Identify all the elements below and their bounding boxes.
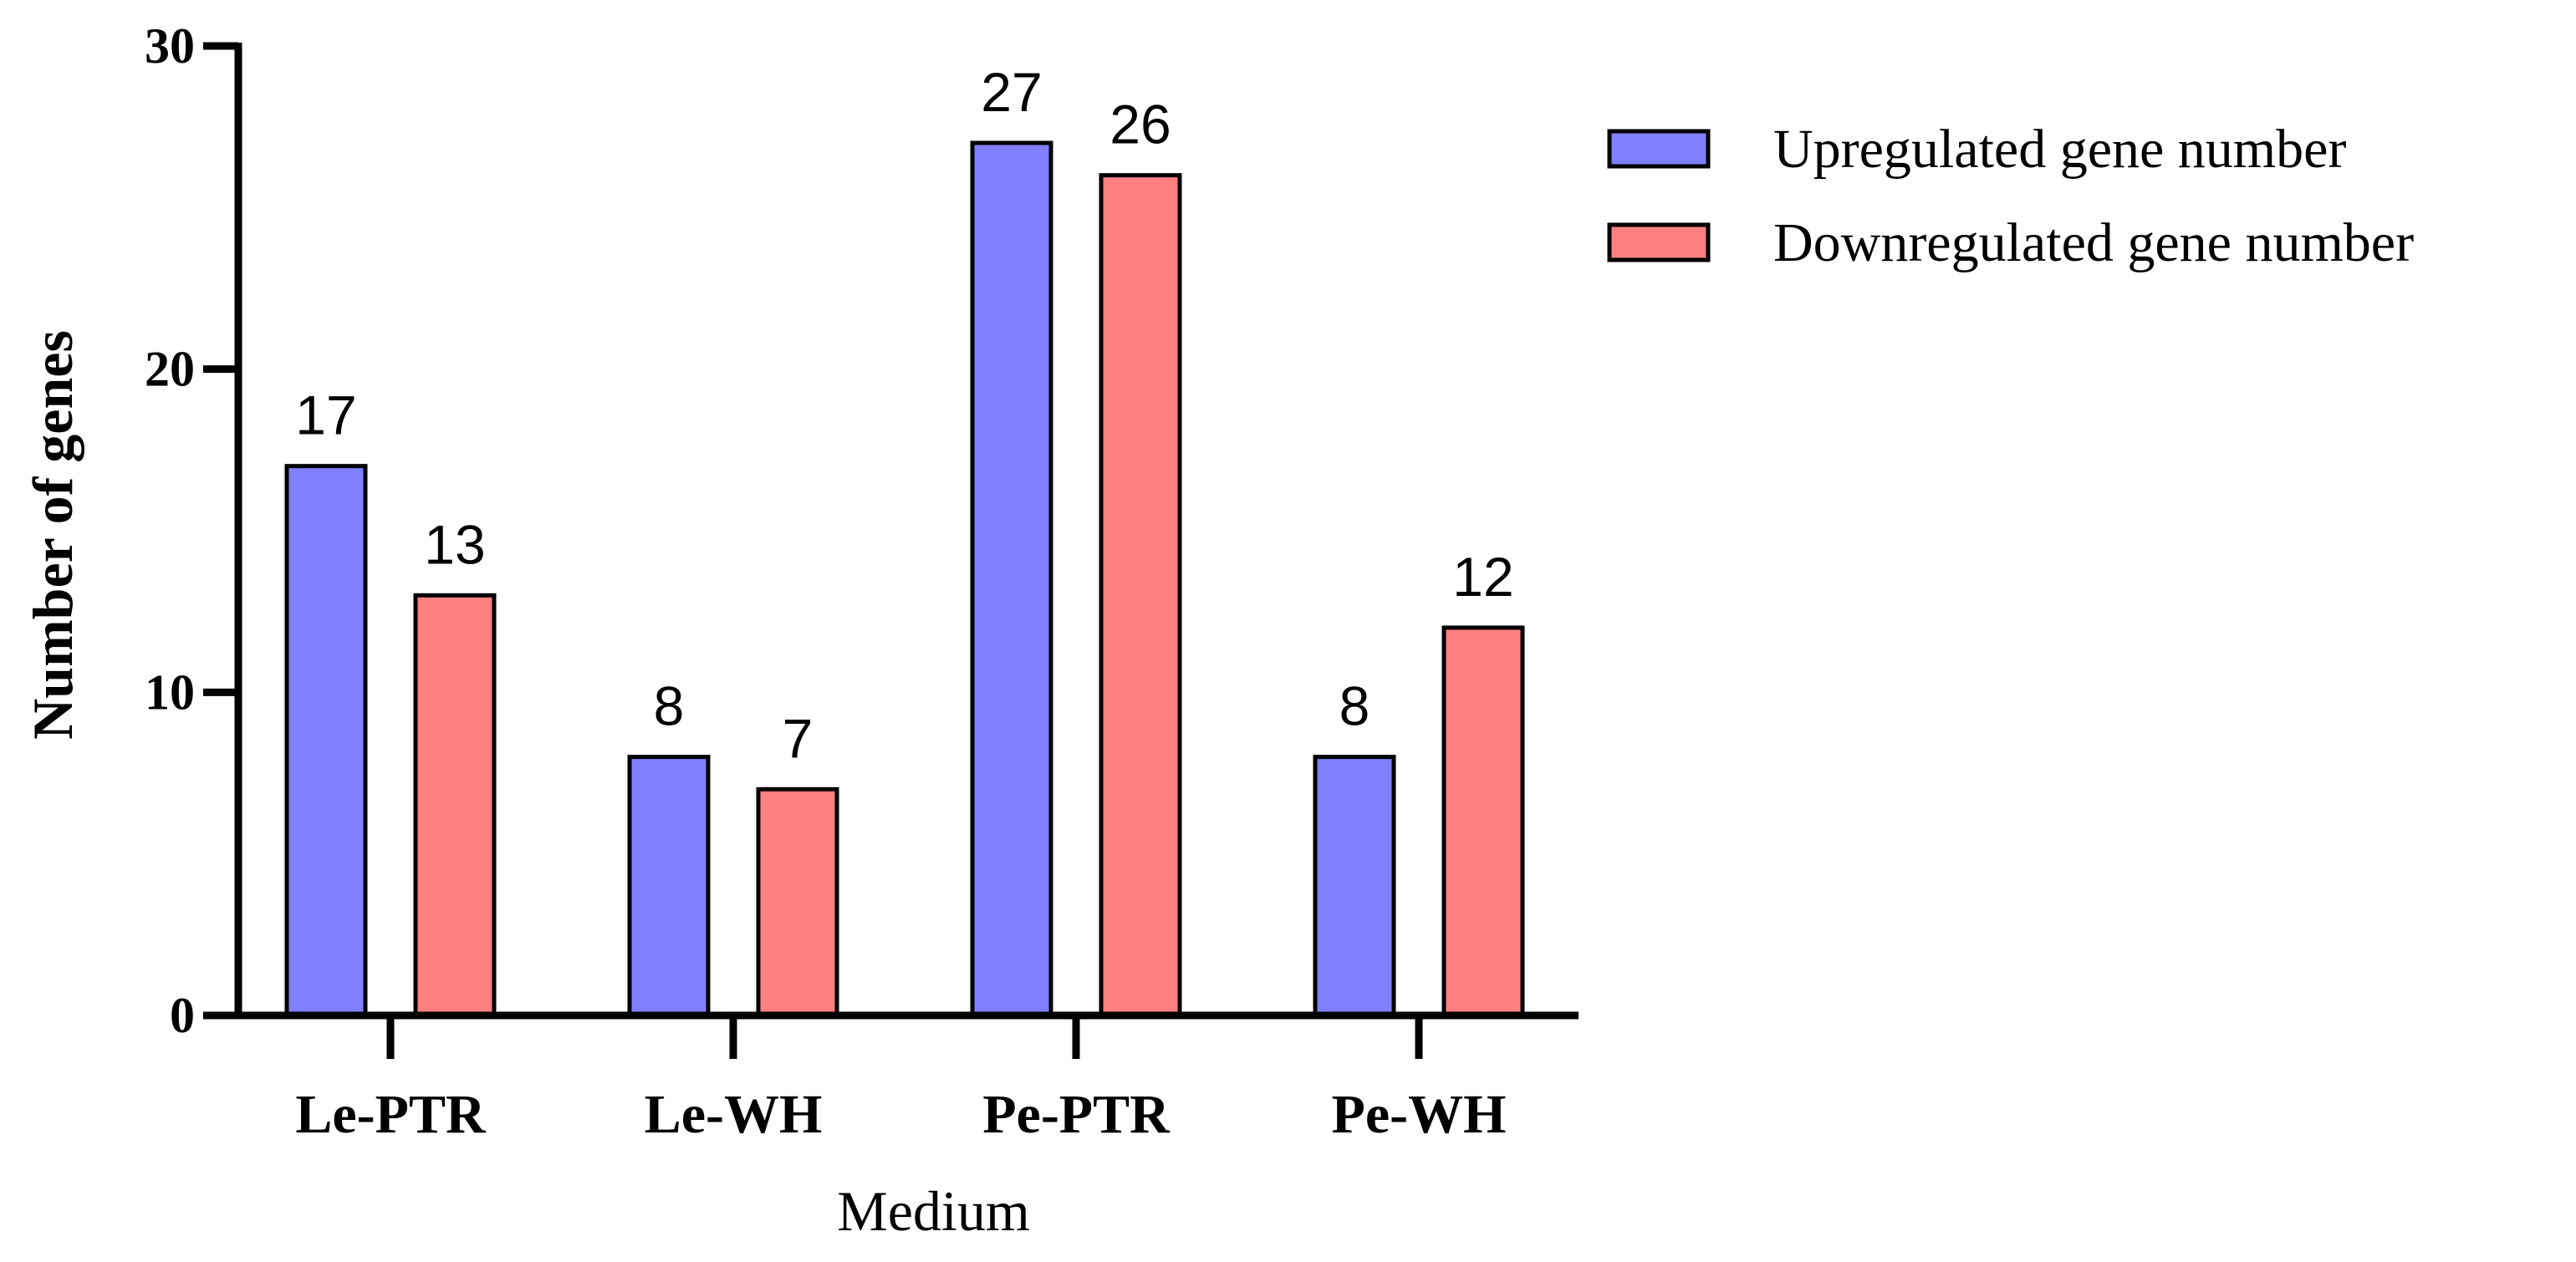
bar <box>1313 755 1396 1018</box>
y-tick-label: 10 <box>145 664 195 720</box>
bar <box>627 755 711 1018</box>
data-label: 8 <box>654 675 685 737</box>
y-axis-title: Number of genes <box>21 330 84 740</box>
x-axis-ticks: Le-PTR Le-WH Pe-PTR Pe-WH <box>295 1015 1506 1145</box>
x-tick-label: Pe-PTR <box>982 1084 1171 1145</box>
legend-swatch <box>1607 222 1711 262</box>
data-label: 27 <box>981 61 1042 123</box>
bar <box>756 786 839 1018</box>
data-label: 7 <box>783 707 814 769</box>
x-tick-label: Le-WH <box>645 1084 823 1145</box>
legend-swatch <box>1607 129 1711 169</box>
x-tick-label: Le-PTR <box>295 1084 487 1145</box>
bar <box>284 464 368 1018</box>
x-tick-label: Pe-WH <box>1332 1084 1507 1145</box>
data-label: 17 <box>295 384 356 446</box>
data-labels-layer: 17 13 8 7 27 26 8 12 <box>295 61 1513 769</box>
y-tick-label: 30 <box>145 18 195 74</box>
legend-entry: Upregulated gene number <box>1773 119 2346 180</box>
data-label: 8 <box>1339 675 1370 737</box>
bar <box>413 593 497 1018</box>
legend-entry: Downregulated gene number <box>1773 212 2414 273</box>
x-axis-title: Medium <box>837 1179 1029 1243</box>
data-label: 26 <box>1109 94 1171 155</box>
bar <box>970 140 1053 1018</box>
y-tick-label: 0 <box>170 988 195 1043</box>
bars-layer <box>284 140 1525 1018</box>
bar <box>1099 173 1182 1018</box>
data-label: 12 <box>1452 546 1513 608</box>
y-axis-ticks: 0 10 20 30 <box>145 18 238 1043</box>
bar <box>1441 625 1525 1018</box>
y-tick-label: 20 <box>145 342 195 397</box>
data-label: 13 <box>424 513 485 575</box>
legend: Upregulated gene number Downregulated gen… <box>1607 119 2414 273</box>
